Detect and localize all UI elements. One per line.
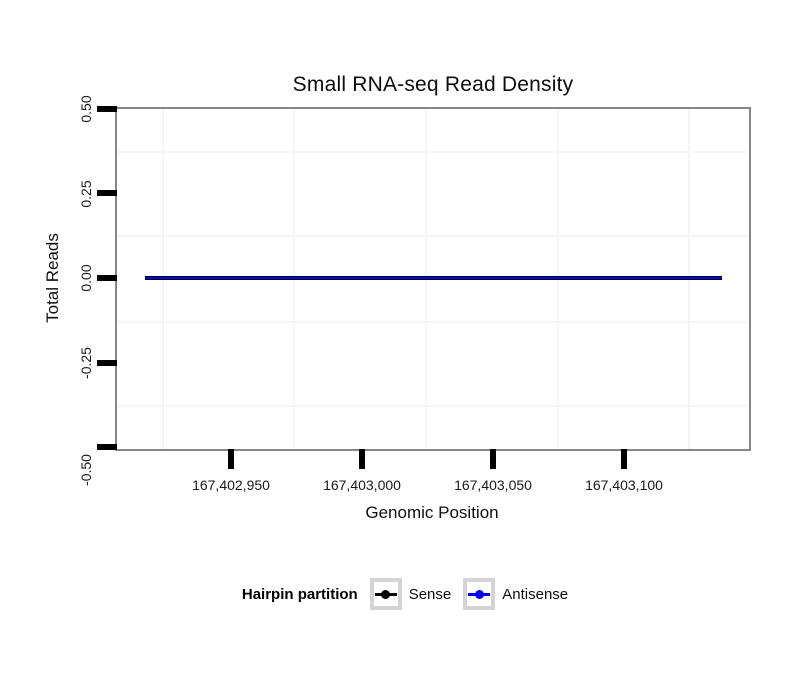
- x-axis-tick-label: 167,402,950: [192, 477, 270, 493]
- antisense-point-icon: [474, 589, 484, 599]
- legend-entry-antisense: Antisense: [463, 578, 568, 610]
- chart-title: Small RNA-seq Read Density: [292, 73, 574, 96]
- minor-gridline-horizontal: [117, 405, 749, 407]
- minor-gridline-horizontal: [117, 151, 749, 153]
- y-axis-tick-label: 0.25: [78, 180, 94, 208]
- legend-label-sense: Sense: [408, 585, 452, 603]
- legend: Hairpin partition Sense Antisense: [0, 578, 810, 610]
- series-line-sense: [145, 276, 722, 280]
- x-axis-tick: [621, 449, 627, 469]
- x-axis-tick: [490, 449, 496, 469]
- legend-title: Hairpin partition: [241, 585, 358, 603]
- x-axis-tick: [359, 449, 365, 469]
- y-axis-tick-label: 0.50: [78, 95, 94, 123]
- y-axis-tick: [97, 275, 117, 281]
- y-axis-tick: [97, 444, 117, 450]
- x-axis-tick-label: 167,403,050: [454, 477, 532, 493]
- legend-key-sense: [369, 578, 402, 610]
- legend-key-antisense: [463, 578, 496, 610]
- legend-entry-sense: Sense: [369, 578, 452, 610]
- sense-point-icon: [381, 589, 391, 599]
- minor-gridline-horizontal: [117, 235, 749, 237]
- legend-label-antisense: Antisense: [502, 585, 569, 603]
- minor-gridline-horizontal: [117, 321, 749, 323]
- x-axis-tick-label: 167,403,000: [323, 477, 401, 493]
- y-axis-tick: [97, 190, 117, 196]
- plot-panel: [115, 107, 751, 451]
- y-axis-title: Total Reads: [43, 233, 62, 323]
- y-axis-tick: [97, 106, 117, 112]
- x-axis-title: Genomic Position: [365, 503, 499, 522]
- y-axis-tick-label: 0.00: [78, 264, 94, 292]
- series-line-antisense: [145, 277, 722, 279]
- y-axis-tick: [97, 360, 117, 366]
- y-axis-tick-label: -0.50: [78, 454, 94, 486]
- x-axis-tick: [228, 449, 234, 469]
- y-axis-tick-label: -0.25: [78, 347, 94, 379]
- x-axis-tick-label: 167,403,100: [585, 477, 663, 493]
